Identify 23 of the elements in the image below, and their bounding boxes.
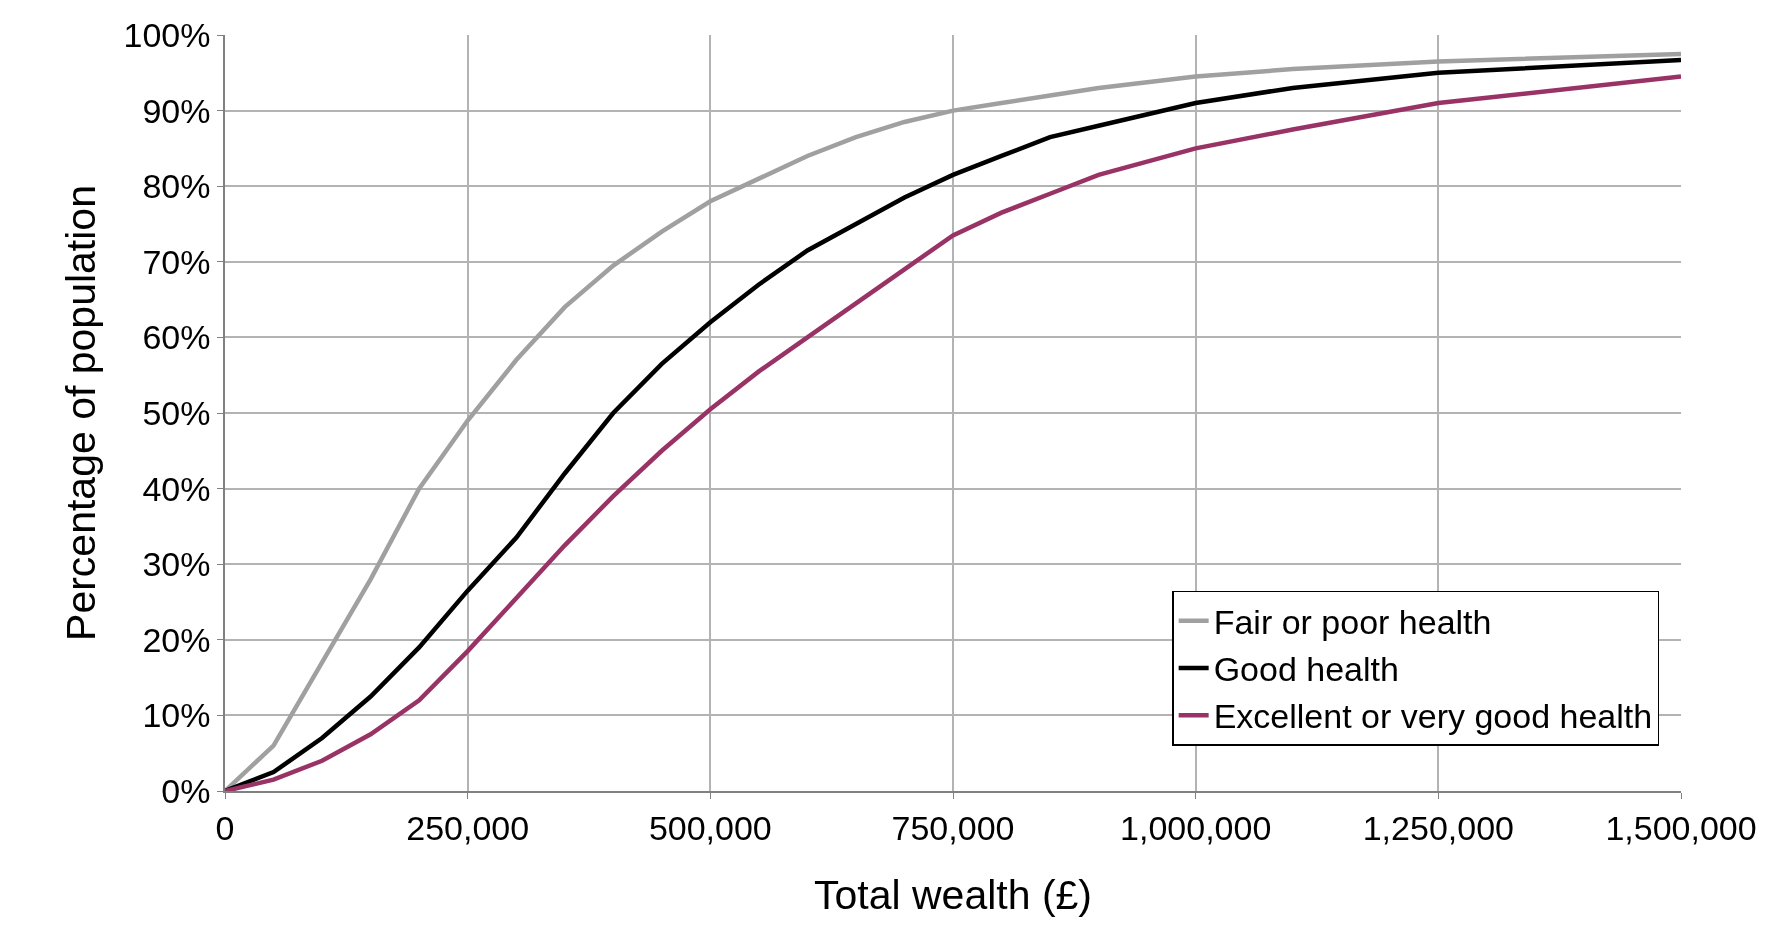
legend-label: Good health: [1213, 650, 1399, 689]
y-tick-label: 20%: [142, 620, 211, 659]
x-tick-label: 1,000,000: [1120, 808, 1272, 847]
x-tick-label: 750,000: [891, 808, 1015, 847]
x-tick-label: 1,250,000: [1362, 808, 1514, 847]
y-tick-label: 80%: [142, 167, 211, 206]
y-tick-label: 0%: [161, 771, 211, 810]
legend-label: Excellent or very good health: [1213, 697, 1653, 736]
x-tick-label: 500,000: [648, 808, 772, 847]
y-tick-label: 100%: [123, 15, 211, 54]
y-tick-label: 30%: [142, 545, 211, 584]
y-tick-label: 40%: [142, 469, 211, 508]
x-tick-label: 0: [215, 808, 235, 847]
x-axis-title: Total wealth (£): [813, 872, 1093, 919]
x-tick-label: 1,500,000: [1605, 808, 1757, 847]
legend-label: Fair or poor health: [1213, 603, 1492, 641]
y-tick-label: 50%: [142, 393, 211, 432]
y-tick-label: 60%: [142, 318, 211, 357]
y-tick-label: 70%: [142, 242, 211, 281]
y-tick-label: 90%: [142, 91, 211, 130]
y-axis-title: Percentage of population: [58, 185, 105, 641]
x-tick-label: 250,000: [406, 808, 530, 847]
y-tick-label: 10%: [142, 696, 211, 735]
